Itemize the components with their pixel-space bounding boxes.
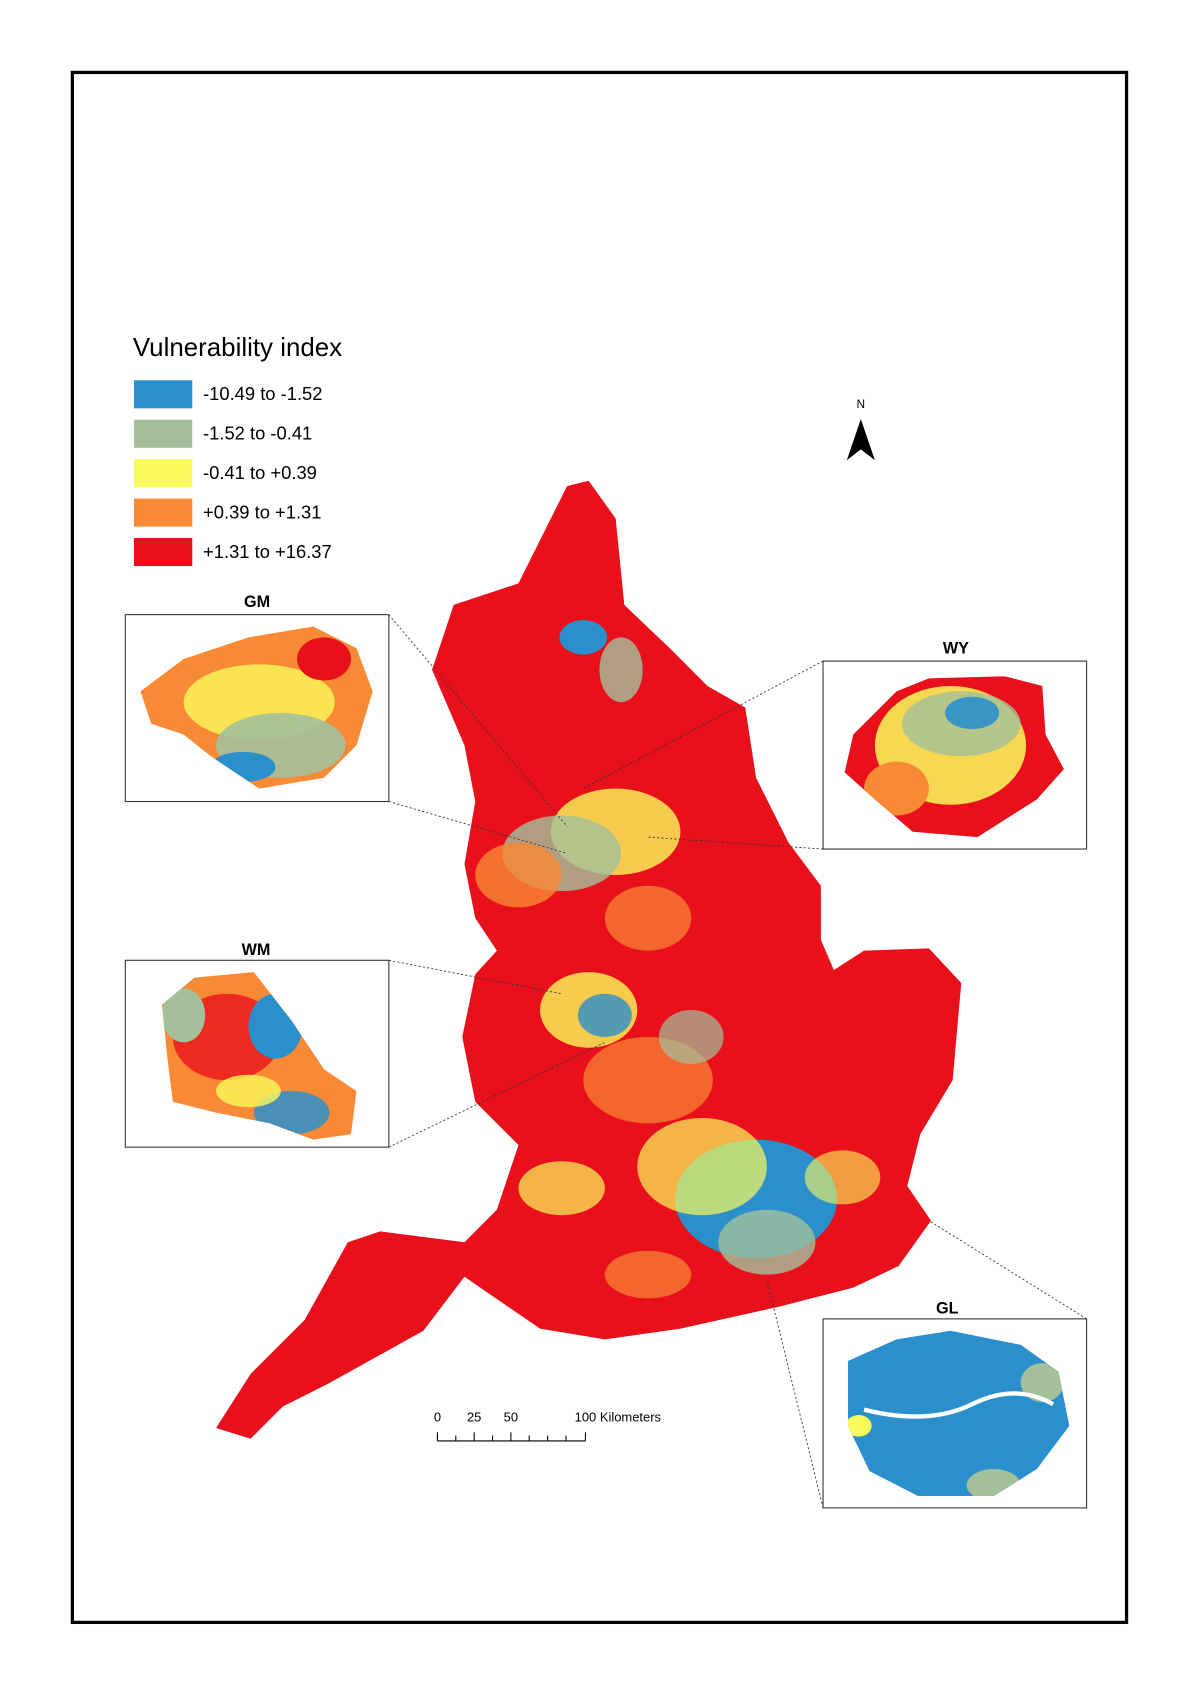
scale-bar: [436, 1432, 586, 1442]
legend-label: +0.39 to +1.31: [203, 502, 321, 523]
scale-label: 100 Kilometers: [575, 1410, 662, 1425]
legend-label: -1.52 to -0.41: [203, 423, 312, 444]
legend-label: +1.31 to +16.37: [203, 541, 332, 562]
north-label: N: [857, 397, 866, 411]
north-arrow: N: [846, 397, 875, 461]
legend-swatch: [133, 380, 193, 409]
legend-label: -10.49 to -1.52: [203, 383, 322, 404]
inset-gl-map: [847, 1330, 1070, 1497]
scale-label: 25: [467, 1410, 481, 1425]
legend: Vulnerability index -10.49 to -1.52 -1.52…: [133, 334, 342, 567]
inset-label: GL: [936, 1299, 959, 1317]
scale-labels: 0 25 50 100 Kilometers: [434, 1410, 662, 1425]
legend-title: Vulnerability index: [133, 334, 342, 362]
legend-label: -0.41 to +0.39: [203, 462, 317, 483]
scale-label: 50: [504, 1410, 518, 1425]
leader-lines: [388, 614, 1087, 1509]
inset-label: GM: [244, 593, 270, 611]
map-frame: [70, 70, 1129, 1625]
legend-swatch: [133, 459, 193, 488]
inset-maps: [124, 614, 1088, 1509]
legend-swatch: [133, 498, 193, 527]
legend-swatch: [133, 537, 193, 567]
legend-swatch: [133, 419, 193, 448]
scale-label: 0: [434, 1410, 441, 1425]
inset-label: WY: [943, 640, 969, 658]
inset-gm-map: [140, 626, 373, 789]
inset-label: WM: [242, 941, 271, 959]
